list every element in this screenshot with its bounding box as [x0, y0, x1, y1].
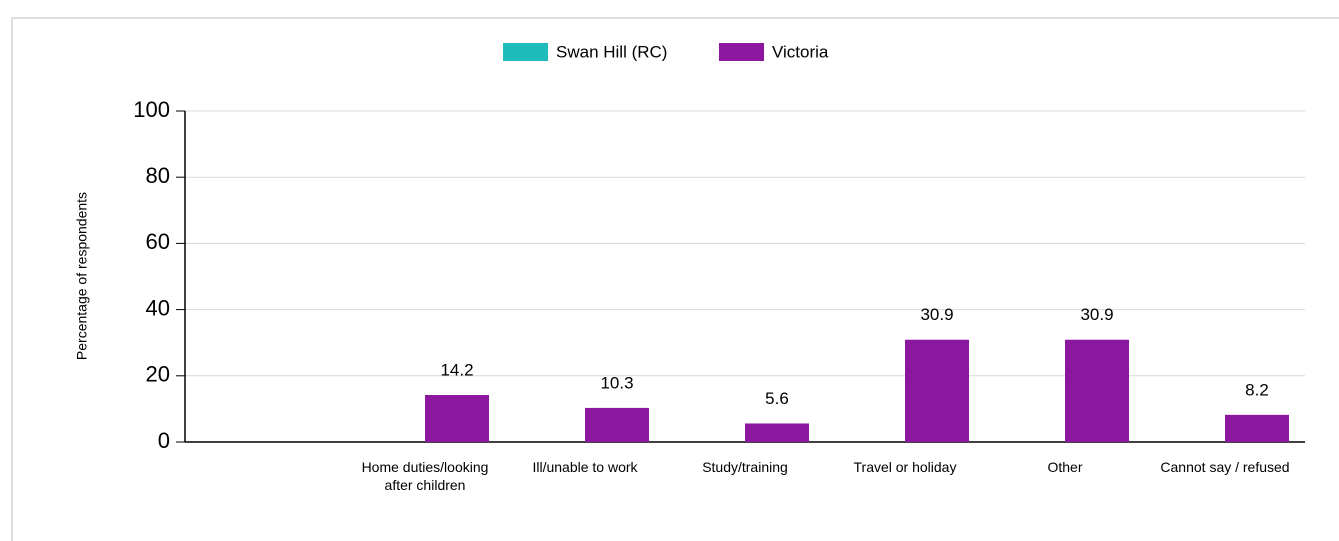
x-tick-label: Other	[1047, 459, 1083, 475]
legend-swatch	[719, 43, 764, 61]
x-tick-label: Ill/unable to work	[532, 459, 638, 475]
bar	[905, 339, 969, 442]
bar	[425, 394, 489, 442]
y-axis-label: Percentage of respondents	[74, 192, 90, 360]
bar	[1225, 414, 1289, 442]
y-tick-label: 100	[133, 97, 170, 122]
y-tick-label: 60	[146, 229, 170, 254]
x-tick-label: Home duties/looking after children	[361, 459, 489, 493]
legend-label: Swan Hill (RC)	[556, 42, 667, 61]
bar	[1065, 339, 1129, 442]
data-label: 14.2	[440, 360, 473, 379]
y-tick-label: 40	[146, 295, 170, 320]
data-label: 10.3	[600, 373, 633, 392]
x-tick-label: Cannot say / refused	[1160, 459, 1290, 475]
x-tick-label: Travel or holiday	[853, 459, 957, 475]
bar	[745, 423, 809, 442]
legend-swatch	[503, 43, 548, 61]
frame	[11, 17, 1339, 541]
bar	[585, 407, 649, 442]
data-label: 8.2	[1245, 380, 1269, 399]
data-label: 30.9	[1080, 305, 1113, 324]
y-tick-label: 20	[146, 362, 170, 387]
legend-label: Victoria	[772, 42, 829, 61]
data-label: 30.9	[920, 305, 953, 324]
data-label: 5.6	[765, 389, 789, 408]
y-tick-label: 80	[146, 163, 170, 188]
y-tick-label: 0	[158, 428, 170, 453]
x-tick-label: Study/training	[702, 459, 788, 475]
